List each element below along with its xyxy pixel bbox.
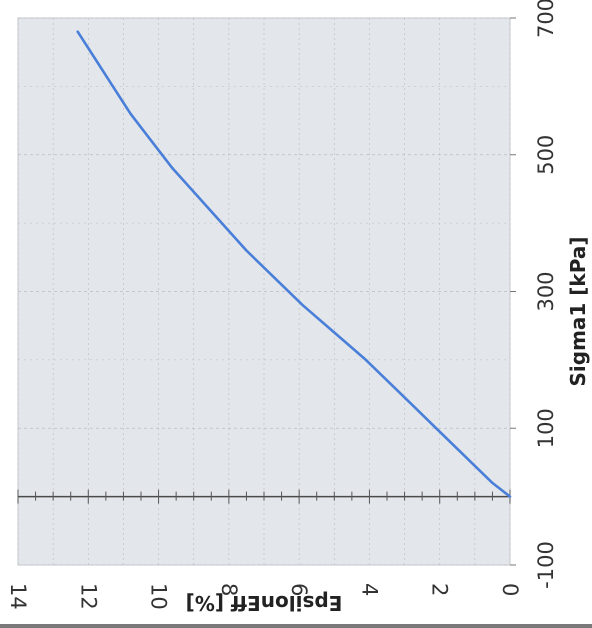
y-tick-label: 4 bbox=[357, 583, 381, 596]
bottom-border bbox=[0, 624, 592, 628]
y-tick-label: 6 bbox=[287, 583, 311, 596]
x-tick-label: 300 bbox=[534, 271, 558, 311]
y-axis-title: EpsilonEff [%] bbox=[186, 591, 343, 615]
tick-labels: 0 2 4 6 8 10 12 14 -100 100 300 500 700 bbox=[6, 0, 558, 610]
grid bbox=[17, 17, 511, 566]
x-tick-label: 100 bbox=[534, 408, 558, 448]
x-tick-label: 700 bbox=[534, 0, 558, 38]
axis-tick-marks bbox=[17, 17, 516, 566]
y-tick-label: 0 bbox=[498, 583, 522, 596]
y-tick-label: 12 bbox=[76, 583, 100, 610]
series-line bbox=[76, 30, 512, 498]
x-tick-label: 500 bbox=[534, 135, 558, 175]
x-axis-title: Sigma1 [kPa] bbox=[566, 237, 590, 387]
y-tick-label: 10 bbox=[147, 583, 171, 610]
y-tick-label: 8 bbox=[217, 583, 241, 596]
y-tick-label: 14 bbox=[6, 583, 30, 610]
y-tick-label: 2 bbox=[428, 583, 452, 596]
x-tick-label: -100 bbox=[534, 541, 558, 589]
